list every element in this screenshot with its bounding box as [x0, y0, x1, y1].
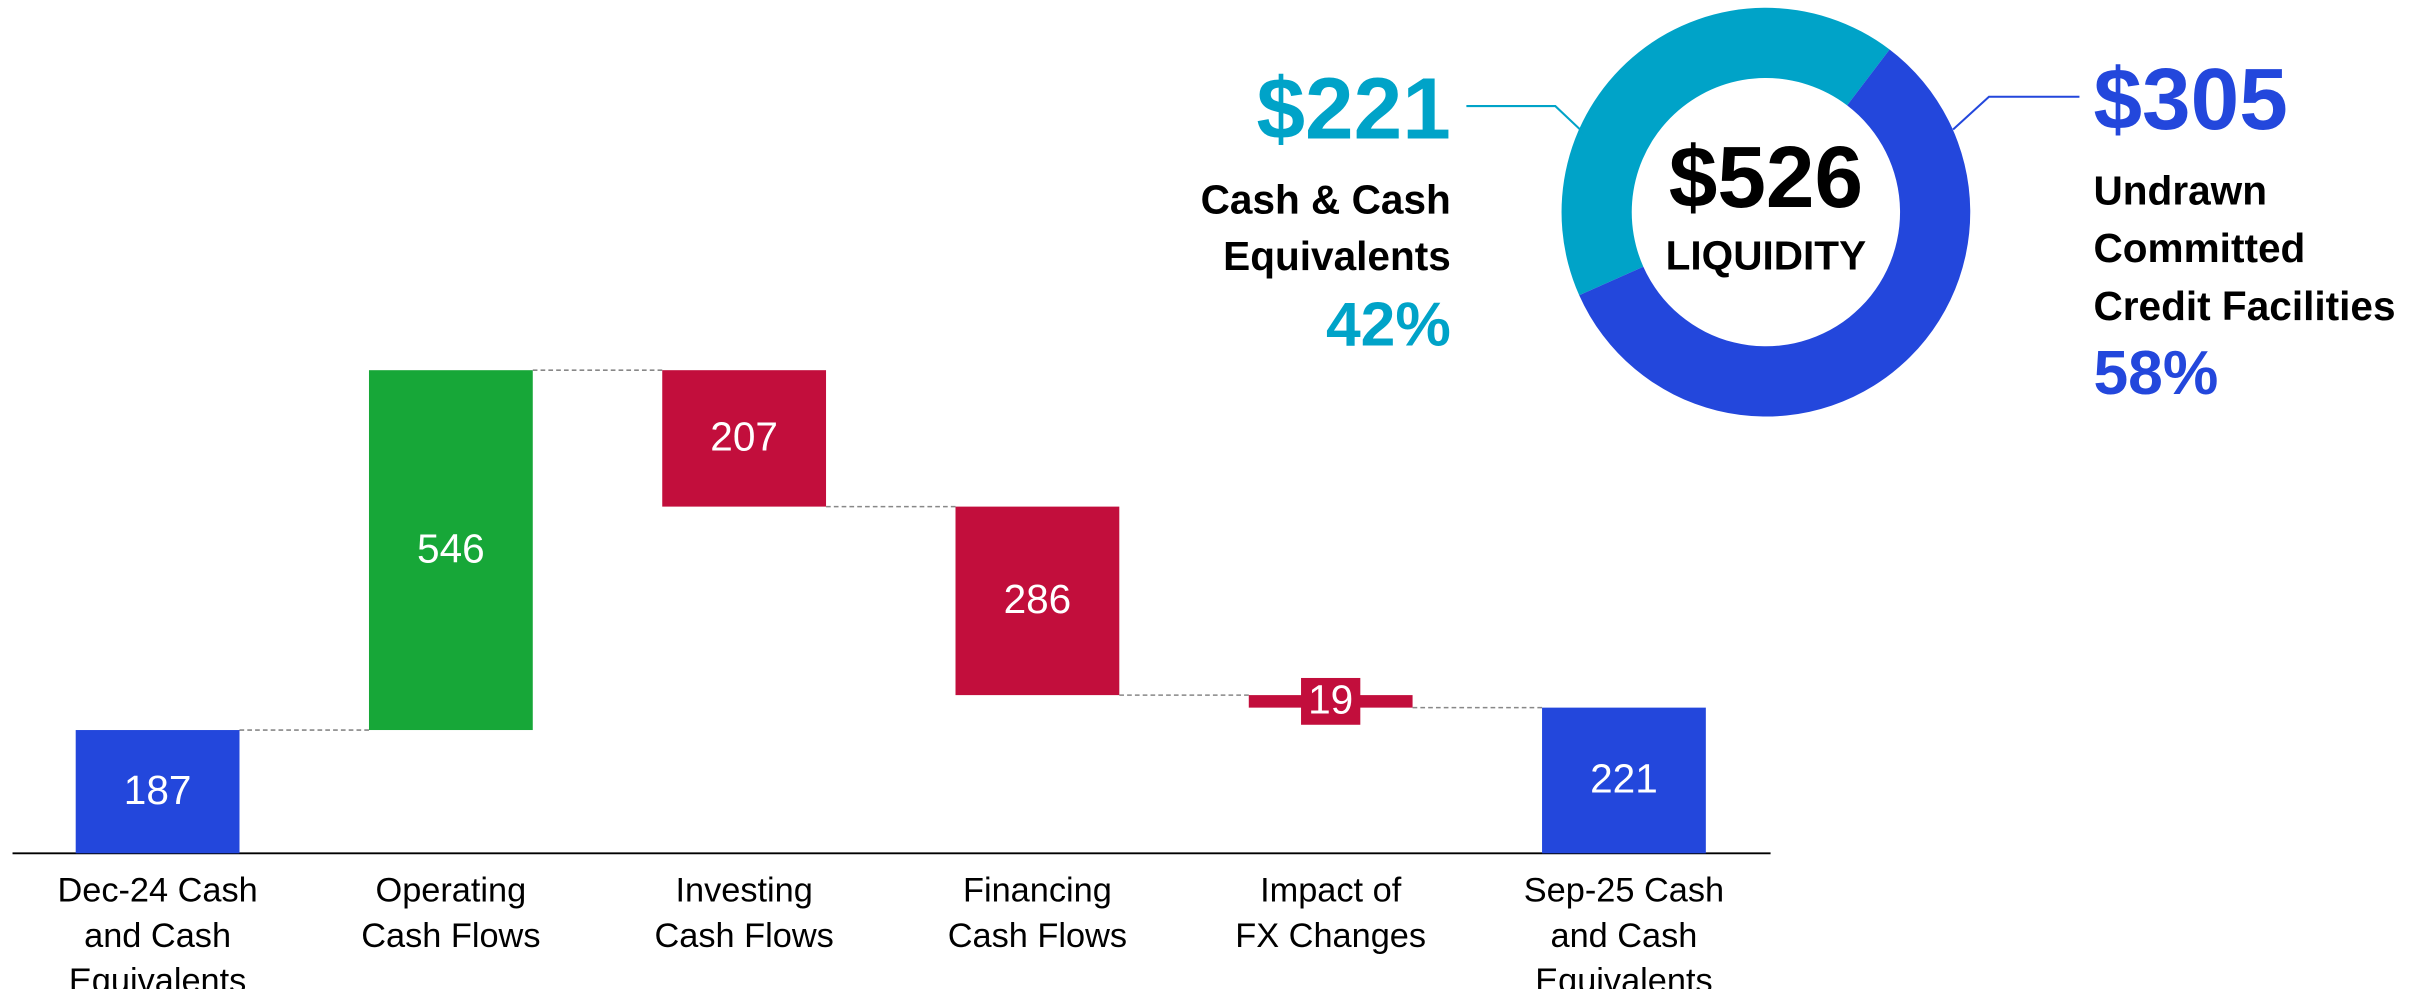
- x-tick-label: Investing Cash Flows: [654, 870, 834, 955]
- bar: [75, 730, 240, 854]
- donut-segment: [1579, 49, 1971, 417]
- segment-percent: 42%: [1326, 291, 1451, 360]
- segment-label-box: Cash & Cash Equivalents: [1200, 176, 1451, 280]
- x-tick-label-box: Impact of FX Changes: [1235, 870, 1427, 955]
- segment-label: Undrawn Committed Credit Facilities: [2093, 166, 2396, 330]
- x-tick-label: Financing Cash Flows: [947, 870, 1128, 955]
- center-value: $526: [1669, 128, 1863, 226]
- segment-label-box: Undrawn Committed Credit Facilities: [2093, 166, 2396, 330]
- bar-label: 221: [1590, 756, 1658, 802]
- label-box: [1301, 677, 1361, 725]
- bar: [1542, 707, 1706, 854]
- center-text: LIQUIDITY: [1666, 233, 1866, 279]
- bar-label: 207: [710, 414, 778, 460]
- bar: [662, 370, 827, 507]
- bar-label: 187: [124, 767, 192, 813]
- x-tick-label-box: Operating Cash Flows: [361, 870, 541, 955]
- x-tick-label-box: Financing Cash Flows: [947, 870, 1128, 955]
- x-tick-label-box: Dec-24 Cash and Cash Equivalents: [57, 870, 258, 989]
- segment-label: Cash & Cash Equivalents: [1200, 176, 1451, 280]
- bar-label: 286: [1004, 576, 1072, 622]
- segment-value: $305: [2093, 50, 2287, 148]
- bar-label: 19: [1308, 677, 1353, 723]
- x-tick-label: Dec-24 Cash and Cash Equivalents: [57, 870, 258, 989]
- x-tick-label: Impact of FX Changes: [1235, 870, 1427, 955]
- x-tick-label: Sep-25 Cash and Cash Equivalents: [1523, 870, 1725, 989]
- bar: [368, 370, 533, 731]
- segment-value: $221: [1256, 60, 1450, 158]
- x-tick-label: Operating Cash Flows: [361, 870, 541, 955]
- segment-percent: 58%: [2093, 339, 2218, 408]
- x-tick-label-box: Sep-25 Cash and Cash Equivalents: [1523, 870, 1725, 989]
- leader-line: [1466, 105, 1585, 134]
- x-tick-label-box: Investing Cash Flows: [654, 870, 834, 955]
- bar-label: 546: [417, 525, 485, 571]
- bar: [955, 506, 1120, 696]
- donut-segment: [1561, 7, 1890, 296]
- leader-line: [1952, 95, 2080, 131]
